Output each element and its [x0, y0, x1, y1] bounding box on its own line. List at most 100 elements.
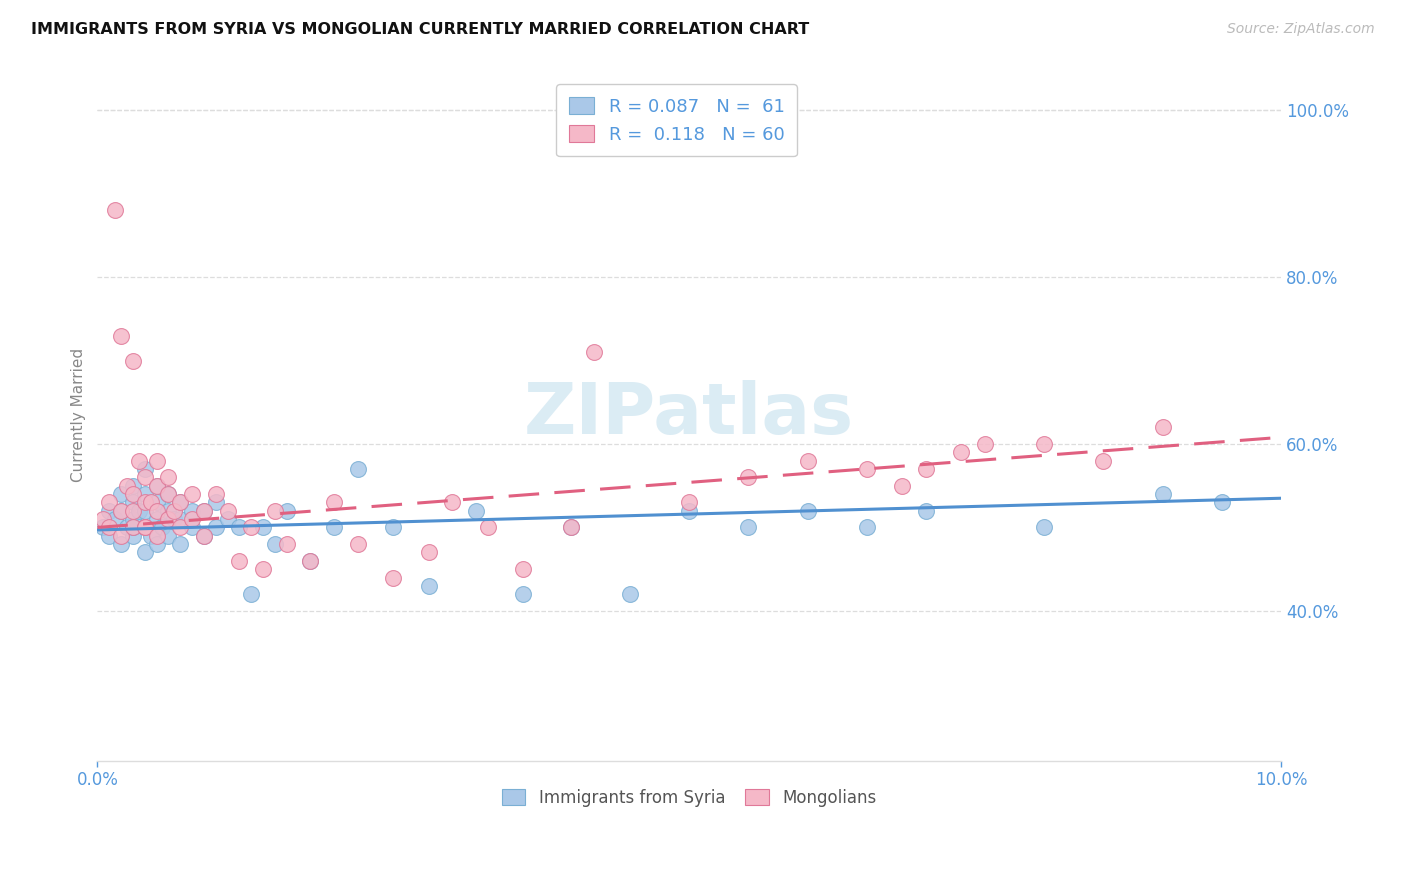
- Point: [98, 495, 121, 509]
- Point: [121, 487, 143, 501]
- Point: [121, 512, 143, 526]
- Point: [1092, 453, 1115, 467]
- Point: [678, 495, 700, 509]
- Point: [276, 537, 298, 551]
- Point: [134, 520, 156, 534]
- Point: [619, 587, 641, 601]
- Point: [737, 470, 759, 484]
- Text: Source: ZipAtlas.com: Source: ZipAtlas.com: [1227, 22, 1375, 37]
- Text: ZIPatlas: ZIPatlas: [524, 380, 855, 450]
- Point: [217, 504, 239, 518]
- Point: [91, 512, 114, 526]
- Point: [240, 587, 263, 601]
- Point: [418, 545, 440, 559]
- Point: [145, 512, 167, 526]
- Point: [193, 529, 215, 543]
- Point: [121, 495, 143, 509]
- Point: [169, 520, 191, 534]
- Point: [204, 495, 226, 509]
- Point: [145, 504, 167, 518]
- Point: [181, 512, 204, 526]
- Point: [323, 495, 346, 509]
- Point: [110, 529, 132, 543]
- Point: [104, 512, 127, 526]
- Point: [145, 453, 167, 467]
- Point: [891, 479, 914, 493]
- Point: [276, 504, 298, 518]
- Point: [512, 587, 534, 601]
- Point: [228, 554, 250, 568]
- Point: [134, 487, 156, 501]
- Point: [299, 554, 322, 568]
- Point: [346, 537, 368, 551]
- Point: [134, 470, 156, 484]
- Point: [323, 520, 346, 534]
- Point: [382, 520, 405, 534]
- Point: [134, 545, 156, 559]
- Point: [110, 487, 132, 501]
- Point: [115, 520, 138, 534]
- Point: [128, 504, 150, 518]
- Point: [264, 537, 287, 551]
- Point: [145, 479, 167, 493]
- Point: [1033, 437, 1056, 451]
- Point: [678, 504, 700, 518]
- Point: [110, 504, 132, 518]
- Point: [169, 495, 191, 509]
- Point: [134, 504, 156, 518]
- Point: [252, 520, 274, 534]
- Y-axis label: Currently Married: Currently Married: [72, 348, 86, 482]
- Point: [382, 570, 405, 584]
- Point: [157, 504, 180, 518]
- Point: [915, 504, 938, 518]
- Point: [169, 495, 191, 509]
- Point: [855, 462, 877, 476]
- Point: [228, 520, 250, 534]
- Legend: Immigrants from Syria, Mongolians: Immigrants from Syria, Mongolians: [494, 780, 884, 815]
- Point: [134, 495, 156, 509]
- Point: [974, 437, 997, 451]
- Point: [181, 487, 204, 501]
- Point: [583, 345, 606, 359]
- Point: [477, 520, 499, 534]
- Point: [204, 487, 226, 501]
- Point: [855, 520, 877, 534]
- Point: [512, 562, 534, 576]
- Point: [560, 520, 582, 534]
- Point: [145, 537, 167, 551]
- Point: [134, 520, 156, 534]
- Point: [145, 529, 167, 543]
- Point: [441, 495, 464, 509]
- Point: [121, 529, 143, 543]
- Text: IMMIGRANTS FROM SYRIA VS MONGOLIAN CURRENTLY MARRIED CORRELATION CHART: IMMIGRANTS FROM SYRIA VS MONGOLIAN CURRE…: [31, 22, 810, 37]
- Point: [121, 520, 143, 534]
- Point: [98, 529, 121, 543]
- Point: [1152, 487, 1174, 501]
- Point: [163, 504, 186, 518]
- Point: [950, 445, 973, 459]
- Point: [121, 353, 143, 368]
- Point: [169, 537, 191, 551]
- Point: [193, 504, 215, 518]
- Point: [204, 520, 226, 534]
- Point: [346, 462, 368, 476]
- Point: [145, 495, 167, 509]
- Point: [465, 504, 488, 518]
- Point: [163, 512, 186, 526]
- Point: [169, 512, 191, 526]
- Point: [98, 520, 121, 534]
- Point: [157, 487, 180, 501]
- Point: [121, 479, 143, 493]
- Point: [240, 520, 263, 534]
- Point: [1033, 520, 1056, 534]
- Point: [1211, 495, 1233, 509]
- Point: [104, 203, 127, 218]
- Point: [98, 504, 121, 518]
- Point: [139, 529, 162, 543]
- Point: [145, 479, 167, 493]
- Point: [217, 512, 239, 526]
- Point: [110, 504, 132, 518]
- Point: [264, 504, 287, 518]
- Point: [134, 520, 156, 534]
- Point: [157, 487, 180, 501]
